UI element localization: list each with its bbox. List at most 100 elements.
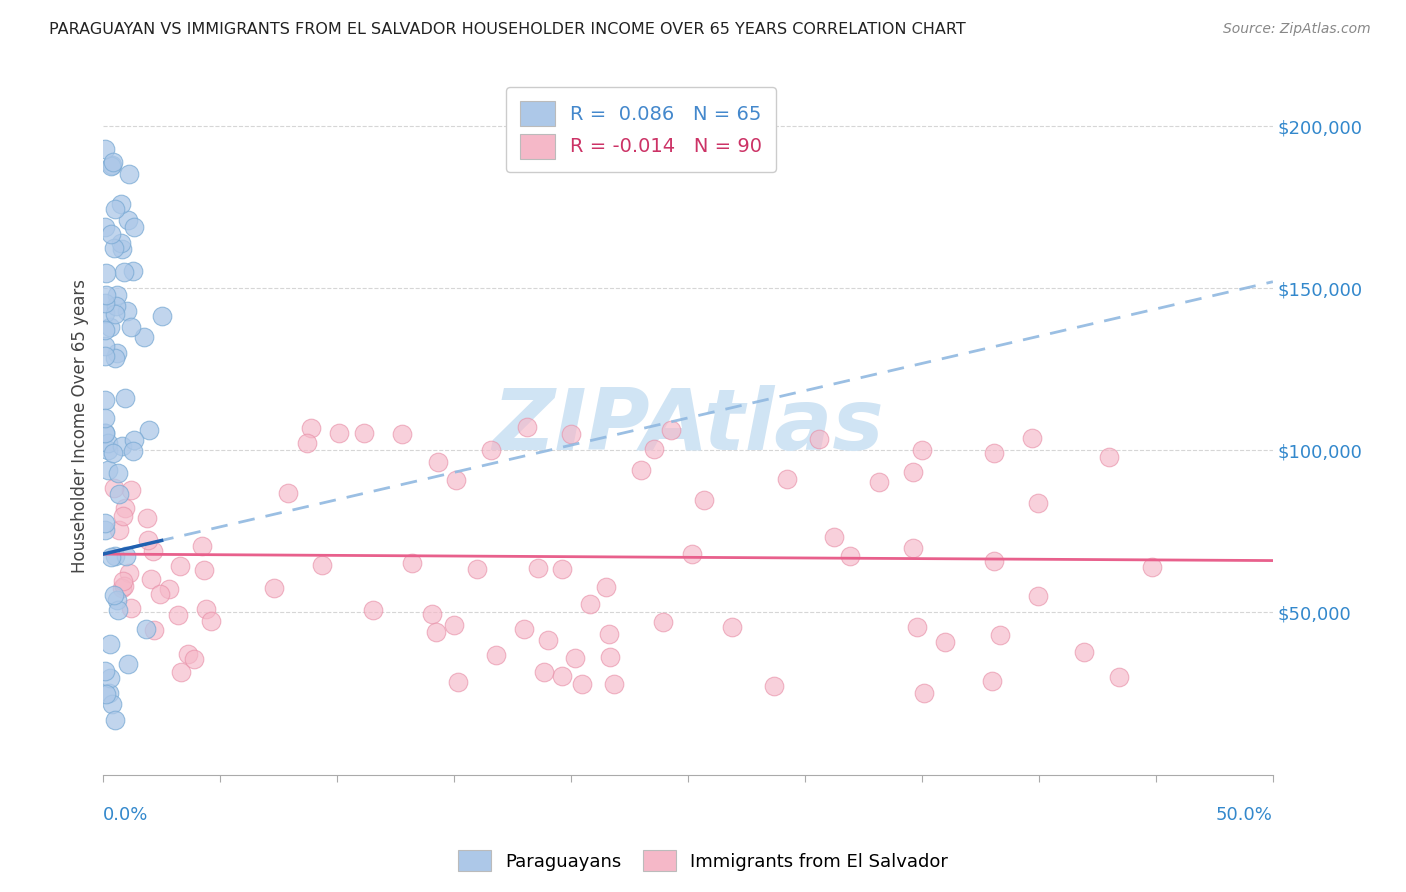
Point (200, 614, 222, 628)
Point (527, 561, 550, 575)
Point (94, 323, 117, 337)
Point (112, 265, 135, 279)
Point (1098, 450, 1121, 464)
Point (104, 713, 127, 727)
Point (136, 511, 159, 525)
Point (150, 309, 173, 323)
Point (537, 633, 560, 648)
Point (94, 220, 117, 235)
Point (96, 266, 118, 280)
Point (107, 466, 129, 480)
Point (983, 446, 1005, 460)
Point (299, 421, 322, 435)
Point (560, 427, 582, 442)
Point (659, 423, 682, 437)
Point (104, 299, 127, 313)
Point (108, 487, 131, 501)
Point (122, 444, 145, 458)
Point (420, 607, 443, 622)
Point (94, 288, 117, 302)
Point (195, 602, 218, 616)
Point (1108, 670, 1130, 684)
Point (571, 677, 593, 691)
Point (934, 635, 956, 649)
Point (157, 582, 180, 596)
Point (598, 626, 620, 640)
Point (512, 623, 534, 637)
Point (94, 516, 117, 530)
Point (120, 319, 142, 334)
Point (869, 475, 891, 489)
Point (94, 393, 117, 408)
Point (1026, 590, 1049, 604)
Point (121, 264, 143, 278)
Point (104, 351, 127, 365)
Point (94, 349, 117, 363)
Point (94, 425, 117, 440)
Point (643, 442, 665, 457)
Point (107, 524, 129, 538)
Point (911, 443, 934, 458)
Point (103, 481, 125, 495)
Point (132, 330, 155, 344)
Point (103, 155, 125, 169)
Point (94, 306, 117, 320)
Point (807, 432, 830, 446)
Point (94, 426, 117, 441)
Point (97, 442, 120, 457)
Point (112, 579, 135, 593)
Point (905, 620, 928, 634)
Point (551, 669, 574, 683)
Point (118, 167, 141, 181)
Legend: Paraguayans, Immigrants from El Salvador: Paraguayans, Immigrants from El Salvador (451, 843, 955, 879)
Point (98, 637, 121, 651)
Point (114, 391, 136, 405)
Point (136, 533, 159, 548)
Point (138, 423, 160, 437)
Text: 0.0%: 0.0% (103, 806, 149, 824)
Point (630, 462, 652, 476)
Point (111, 509, 134, 524)
Point (94, 664, 117, 678)
Point (693, 493, 716, 508)
Point (681, 547, 703, 561)
Point (118, 566, 141, 581)
Text: 50.0%: 50.0% (1216, 806, 1272, 824)
Point (391, 427, 413, 442)
Point (120, 600, 142, 615)
Point (105, 287, 128, 301)
Point (838, 549, 860, 563)
Text: ZIPAtlas: ZIPAtlas (492, 384, 884, 467)
Point (447, 675, 470, 690)
Point (115, 304, 138, 318)
Point (98, 320, 121, 334)
Text: PARAGUAYAN VS IMMIGRANTS FROM EL SALVADOR HOUSEHOLDER INCOME OVER 65 YEARS CORRE: PARAGUAYAN VS IMMIGRANTS FROM EL SALVADO… (49, 22, 966, 37)
Point (170, 665, 193, 680)
Point (97, 463, 120, 477)
Point (599, 649, 621, 664)
Point (652, 615, 675, 630)
Point (1026, 496, 1049, 510)
Point (100, 549, 122, 564)
Point (97, 436, 120, 450)
Point (990, 628, 1012, 642)
Point (94, 523, 117, 537)
Point (579, 597, 602, 611)
Legend: R =  0.086   N = 65, R = -0.014   N = 90: R = 0.086 N = 65, R = -0.014 N = 90 (506, 87, 776, 172)
Point (762, 679, 785, 693)
Point (1140, 560, 1163, 574)
Point (1073, 644, 1095, 658)
Point (361, 603, 384, 617)
Point (177, 647, 200, 661)
Point (193, 564, 215, 578)
Point (427, 455, 450, 469)
Point (603, 677, 626, 691)
Point (94, 338, 117, 352)
Point (117, 657, 139, 672)
Point (98, 685, 121, 699)
Point (111, 574, 134, 589)
Y-axis label: Householder Income Over 65 years: Householder Income Over 65 years (72, 279, 89, 573)
Point (353, 426, 375, 441)
Point (516, 420, 538, 434)
Point (122, 433, 145, 447)
